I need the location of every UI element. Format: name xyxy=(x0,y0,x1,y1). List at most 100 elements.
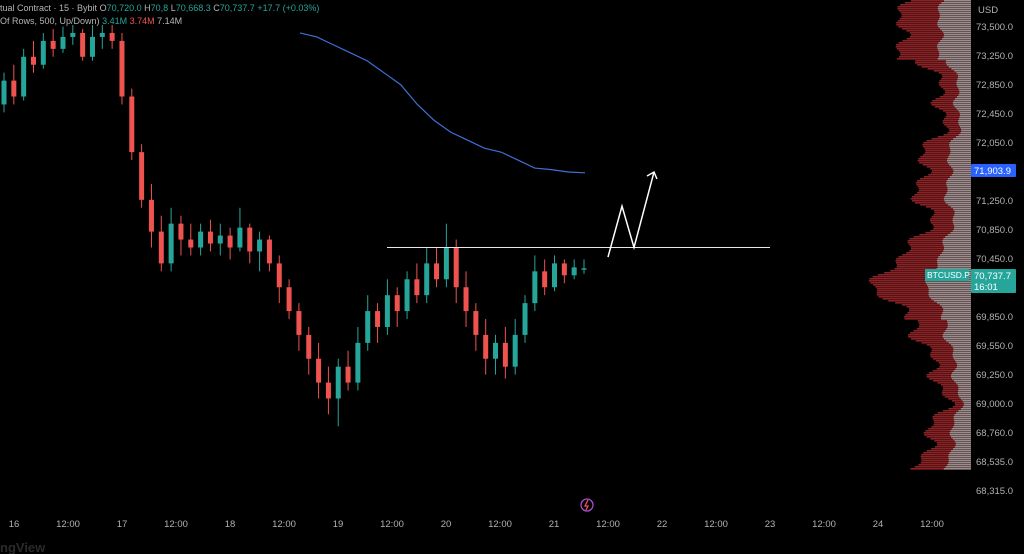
replay-icon[interactable] xyxy=(580,498,594,512)
profile-value-bar xyxy=(928,294,971,296)
profile-value-bar xyxy=(945,60,971,62)
profile-value-bar xyxy=(944,34,971,36)
profile-value-bar xyxy=(953,348,971,350)
candle-body xyxy=(30,56,36,65)
profile-bar xyxy=(916,328,971,330)
profile-value-bar xyxy=(953,380,971,382)
profile-bar xyxy=(934,106,971,108)
profile-value-bar xyxy=(949,432,971,434)
profile-bar xyxy=(947,132,971,134)
profile-value-bar xyxy=(953,448,971,450)
profile-bar xyxy=(896,262,971,264)
time-tick: 12:00 xyxy=(920,519,944,530)
profile-value-bar xyxy=(947,162,971,164)
profile-bar xyxy=(899,56,971,58)
profile-value-bar xyxy=(937,262,971,264)
profile-value-bar xyxy=(948,204,971,206)
profile-value-bar xyxy=(948,460,971,462)
profile-bar xyxy=(925,150,971,152)
candle-body xyxy=(21,56,27,97)
profile-bar xyxy=(932,224,971,226)
profile-bar xyxy=(906,252,971,254)
profile-value-bar xyxy=(938,26,971,28)
profile-value-bar xyxy=(963,404,971,406)
profile-bar xyxy=(882,298,971,300)
candle-body xyxy=(463,287,469,312)
profile-value-bar xyxy=(936,268,971,270)
profile-value-bar xyxy=(949,142,971,144)
profile-bar xyxy=(908,336,971,338)
candle-body xyxy=(345,366,351,383)
profile-bar xyxy=(939,96,971,98)
profile-value-bar xyxy=(961,130,971,132)
profile-bar xyxy=(942,410,971,412)
candle-body xyxy=(80,32,86,57)
profile-value-bar xyxy=(954,420,971,422)
profile-value-bar xyxy=(958,76,971,78)
candle-body xyxy=(561,263,567,276)
profile-value-bar xyxy=(958,120,971,122)
profile-value-bar xyxy=(954,106,971,108)
profile-bar xyxy=(932,416,971,418)
profile-bar xyxy=(904,318,971,320)
candle-body xyxy=(512,334,518,367)
profile-value-bar xyxy=(959,396,971,398)
profile-bar xyxy=(952,406,971,408)
profile-value-bar xyxy=(943,246,971,248)
time-axis[interactable]: 16 12:00 17 12:00 18 12:00 19 12:00 20 12:00 21 12:… xyxy=(9,519,944,530)
projection-arrow[interactable] xyxy=(607,171,655,258)
profile-bar xyxy=(951,400,971,402)
profile-value-bar xyxy=(947,464,971,466)
time-tick: 21 xyxy=(549,519,560,530)
price-axis[interactable]: USD xyxy=(971,0,1024,512)
profile-bar xyxy=(910,248,971,250)
volume-down: 3.74M xyxy=(129,16,155,26)
profile-value-bar xyxy=(936,302,971,304)
profile-value-bar xyxy=(950,232,971,234)
profile-bar xyxy=(933,226,971,228)
profile-value-bar xyxy=(939,52,971,54)
profile-bar xyxy=(930,438,971,440)
profile-bar xyxy=(918,190,971,192)
time-tick: 12:00 xyxy=(812,519,836,530)
profile-bar xyxy=(928,174,971,176)
profile-bar xyxy=(934,440,971,442)
candle-body xyxy=(247,227,253,252)
profile-bar xyxy=(930,168,971,170)
profile-title: Of Rows, 500, Up/Down) xyxy=(0,16,100,26)
profile-bar xyxy=(868,280,971,282)
profile-bar xyxy=(914,466,971,468)
profile-value-bar xyxy=(953,172,971,174)
candle-body xyxy=(237,227,243,248)
profile-value-bar xyxy=(956,72,971,74)
profile-bar xyxy=(934,212,971,214)
profile-bar xyxy=(933,210,971,212)
profile-value-bar xyxy=(962,400,971,402)
profile-value-bar xyxy=(937,8,971,10)
profile-value-bar xyxy=(951,344,971,346)
profile-value-bar xyxy=(952,354,971,356)
profile-bar xyxy=(932,370,971,372)
time-tick: 23 xyxy=(765,519,776,530)
profile-bar xyxy=(937,136,971,138)
profile-value-bar xyxy=(960,128,971,130)
profile-bar xyxy=(896,24,971,26)
profile-bar xyxy=(900,4,971,6)
profile-value-bar xyxy=(958,122,971,124)
profile-value-bar xyxy=(947,158,971,160)
profile-bar xyxy=(919,324,971,326)
profile-value-bar xyxy=(928,288,971,290)
profile-bar xyxy=(923,452,971,454)
profile-value-bar xyxy=(960,408,971,410)
profile-value-bar xyxy=(950,150,971,152)
profile-bar xyxy=(909,310,971,312)
profile-value-bar xyxy=(944,200,971,202)
profile-bar xyxy=(905,314,971,316)
profile-bar xyxy=(898,42,971,44)
profile-value-bar xyxy=(958,118,971,120)
profile-bar xyxy=(918,158,971,160)
profile-value-bar xyxy=(943,32,971,34)
profile-bar xyxy=(921,458,971,460)
